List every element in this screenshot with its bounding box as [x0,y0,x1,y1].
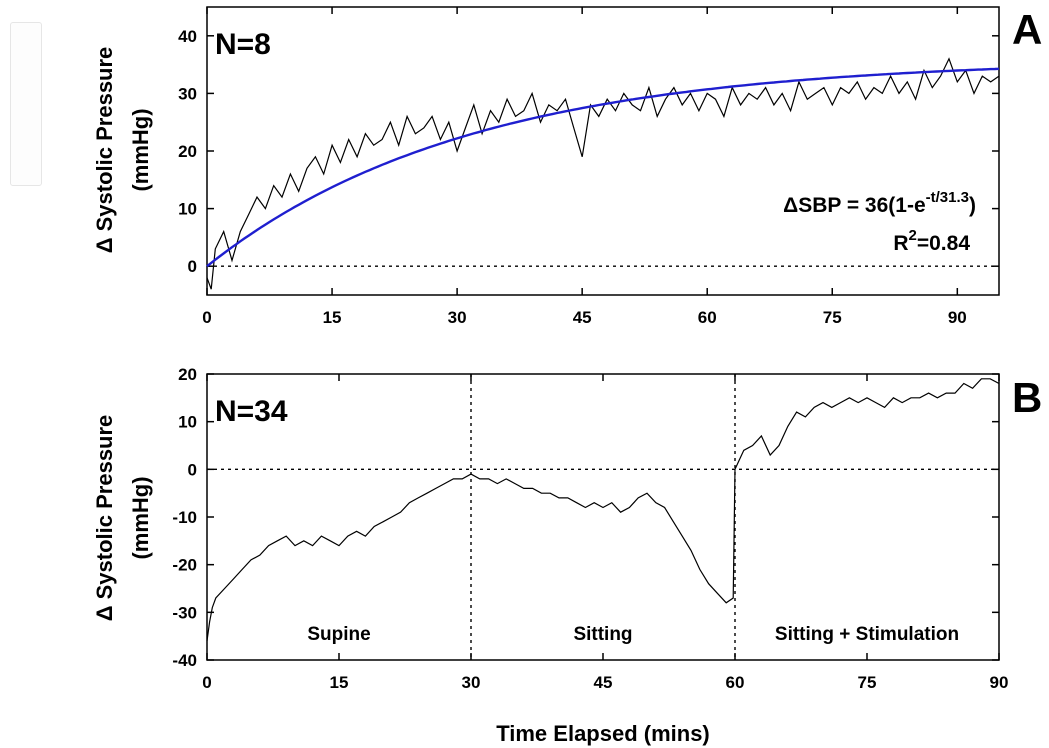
y-tick-label: 0 [188,257,197,276]
x-tick-label: 90 [990,673,1009,692]
panel-a-equation: ΔSBP = 36(1-e-t/31.3) [783,189,976,217]
x-tick-label: 45 [573,308,592,327]
x-tick-label: 0 [202,308,211,327]
panel-b-ylabel-line1: Δ Systolic Pressure [92,415,117,622]
y-tick-label: -20 [172,556,197,575]
x-tick-label: 45 [594,673,613,692]
y-tick-label: 20 [178,365,197,384]
y-tick-label: -30 [172,603,197,622]
panel-a-y-axis: 0 10 20 30 40 [178,27,999,276]
y-tick-label: 40 [178,27,197,46]
panel-b-y-axis-title: Δ Systolic Pressure (mmHg) [92,415,153,622]
x-tick-label: 0 [202,673,211,692]
x-axis-title: Time Elapsed (mins) [496,721,710,746]
panel-b-phase-boundaries [470,374,736,660]
x-tick-label: 30 [448,308,467,327]
panel-a-ylabel-line1: Δ Systolic Pressure [92,47,117,254]
panel-a-y-axis-title: Δ Systolic Pressure (mmHg) [92,47,153,254]
x-tick-label: 90 [948,308,967,327]
y-tick-label: 10 [178,413,197,432]
panel-a-r-squared: R2=0.84 [893,227,970,255]
y-tick-label: -10 [172,508,197,527]
panel-b-letter: B [1012,374,1042,421]
x-tick-label: 75 [823,308,842,327]
panel-a-plot-frame [206,6,1000,296]
y-tick-label: 0 [188,460,197,479]
x-tick-label: 60 [698,308,717,327]
panel-a-measured-series [206,57,1000,290]
x-tick-label: 15 [330,673,349,692]
panel-b-n-label: N=34 [215,395,288,428]
phase-label-supine: Supine [307,624,370,645]
panel-a-ylabel-line2: (mmHg) [128,108,153,191]
y-tick-label: 20 [178,142,197,161]
panel-b-x-axis: 0 15 30 45 60 75 90 [202,374,1008,692]
y-tick-label: 10 [178,200,197,219]
panel-a: 0 10 20 30 40 0 15 30 45 60 75 90 N=8 ΔSBP = 36(1-… [92,6,1042,327]
phase-label-sitting: Sitting [573,624,632,645]
x-tick-label: 15 [323,308,342,327]
phase-label-sitting-stimulation: Sitting + Stimulation [775,624,959,645]
panel-b-ylabel-line2: (mmHg) [128,476,153,559]
y-tick-label: -40 [172,651,197,670]
panel-a-x-axis: 0 15 30 45 60 75 90 [202,7,967,327]
y-tick-label: 30 [178,84,197,103]
x-tick-label: 30 [462,673,481,692]
panel-a-letter: A [1012,6,1042,53]
x-tick-label: 75 [858,673,877,692]
panel-b-measured-series [206,378,1000,641]
panel-a-n-label: N=8 [215,28,271,61]
panel-b: -40 -30 -20 -10 0 10 20 0 15 30 45 60 75 90 N=34 Sup… [92,365,1042,746]
x-tick-label: 60 [726,673,745,692]
watermark-frame [10,22,42,186]
panel-b-y-axis: -40 -30 -20 -10 0 10 20 [172,365,999,670]
panel-a-fit-curve [206,67,1000,268]
panel-b-plot-frame [206,373,1000,661]
